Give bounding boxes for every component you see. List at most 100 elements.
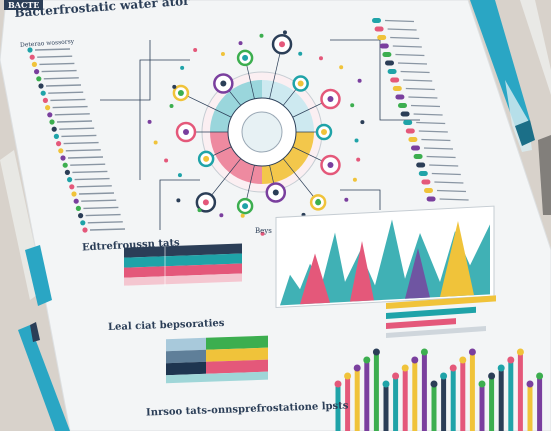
lollipop-head (372, 348, 380, 356)
lollipop-chart (334, 348, 544, 431)
right-text-line (384, 19, 415, 23)
diagram-core (241, 111, 283, 153)
diagram-dot (220, 52, 225, 57)
pen-icon (470, 0, 535, 152)
index-text-line (85, 213, 121, 217)
right-text-line (413, 113, 443, 116)
right-text-line (395, 53, 425, 57)
right-text-line (418, 130, 448, 133)
right-pill (408, 137, 418, 142)
right-text-line (408, 96, 438, 99)
right-pill (374, 26, 384, 32)
index-bullet (78, 213, 84, 219)
right-text-line (423, 147, 454, 150)
right-pill (387, 69, 397, 74)
diagram-dot (197, 208, 202, 213)
right-pill (421, 179, 431, 185)
diagram-dot (350, 103, 355, 108)
diagram-dot (180, 65, 185, 70)
index-text-line (67, 156, 104, 159)
diagram-node-core (183, 129, 189, 135)
index-text-line (43, 77, 79, 80)
lollipop-head (420, 348, 428, 356)
diagram-dot (240, 213, 245, 218)
lollipop-head (449, 364, 457, 372)
index-bullet (58, 148, 64, 154)
index-bullet (29, 54, 35, 60)
index-text-line (63, 141, 99, 145)
lollipop-head (353, 364, 361, 372)
diagram-node-core (279, 41, 286, 48)
diagram-dot (316, 198, 321, 203)
index-text-line (61, 134, 97, 138)
diagram-dot (172, 84, 177, 89)
right-text-line (431, 172, 461, 176)
diagram-dot (339, 65, 344, 70)
index-bullet (67, 177, 73, 183)
index-bullet (42, 97, 49, 103)
index-text-line (45, 84, 82, 87)
right-pill (395, 94, 405, 100)
lollipop-head (488, 372, 496, 380)
right-pill (403, 120, 413, 125)
lollipop-head (468, 348, 476, 356)
diagram-dot (164, 158, 169, 163)
index-bullet (34, 69, 40, 75)
poster-tag: BACTE (4, 0, 44, 10)
right-pill (400, 111, 410, 117)
right-text-line (436, 189, 467, 193)
index-bullet (69, 184, 75, 190)
bottom-pen-icon (18, 322, 70, 431)
right-text-line (397, 62, 428, 65)
index-text-line (74, 177, 110, 181)
index-bullet (62, 162, 68, 168)
right-text-line (387, 28, 417, 31)
index-text-line (83, 206, 119, 210)
lollipop-head (363, 356, 371, 364)
right-pill (379, 43, 389, 49)
index-bullet (53, 133, 60, 139)
right-pill (405, 128, 415, 134)
index-text-line (37, 55, 73, 58)
diagram-dot (176, 198, 181, 203)
diagram-node-core (327, 161, 334, 168)
diagram-dot (169, 103, 174, 108)
lollipop-head (507, 356, 515, 364)
diagram-dot (318, 56, 323, 61)
index-text-line (81, 199, 117, 202)
right-pill (390, 77, 400, 83)
right-text-line (429, 164, 459, 167)
chart-label: Beys (255, 227, 272, 235)
lollipop-head (334, 380, 342, 388)
index-bullet (40, 90, 46, 96)
diagram-dot (356, 157, 361, 162)
right-pill (424, 188, 433, 193)
right-pill (385, 60, 394, 66)
diagram-node-core (321, 129, 327, 135)
connector-lines (100, 39, 420, 230)
index-text-line (52, 105, 88, 109)
right-pill (377, 35, 387, 40)
right-text-line (390, 36, 420, 40)
index-text-line (87, 221, 123, 224)
right-pill (411, 145, 420, 151)
diagram-spoke (282, 158, 319, 203)
lollipop-head (430, 380, 438, 388)
bar-panel (386, 295, 496, 339)
diagram-node-core (327, 96, 334, 103)
diagram-node-core (202, 199, 209, 206)
lollipop-head (516, 348, 524, 356)
diagram-dot (219, 213, 224, 218)
index-text-line (59, 127, 95, 130)
diagram-node-core (220, 80, 227, 87)
right-pill (398, 103, 407, 108)
index-text-line (65, 149, 101, 152)
lollipop-head (344, 372, 352, 380)
right-text-line (439, 198, 469, 201)
diagram-dot (177, 173, 182, 178)
index-bullet (49, 119, 55, 125)
right-pill (418, 171, 428, 176)
index-bullet (47, 112, 53, 118)
lollipop-head (459, 356, 467, 364)
lollipop-head (526, 380, 534, 388)
